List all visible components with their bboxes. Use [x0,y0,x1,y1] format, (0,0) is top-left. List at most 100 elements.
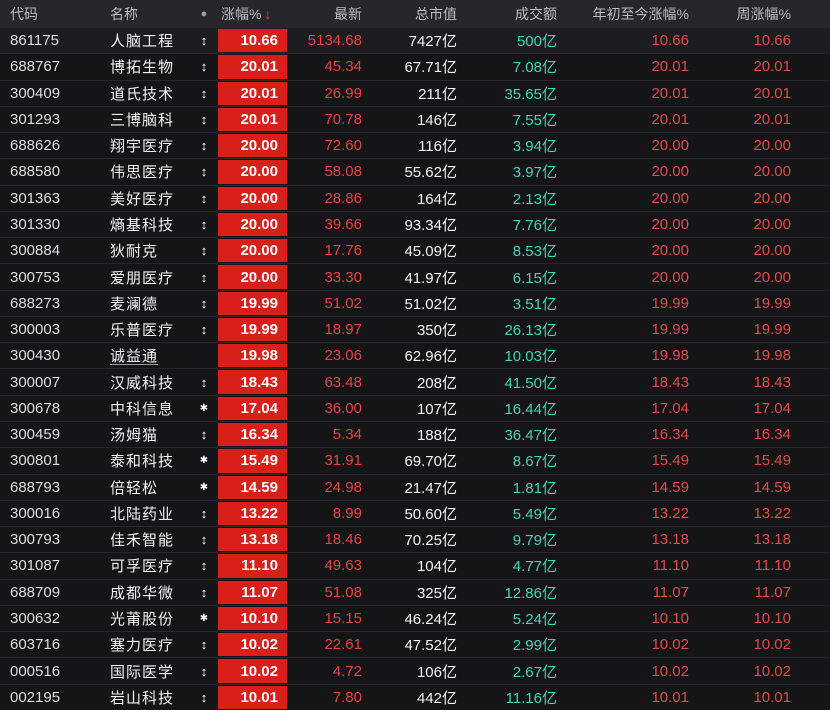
table-row[interactable]: 300753 爱朋医疗 ↕ 20.00 33.30 41.97亿 6.15亿 20.00 20.… [0,263,830,290]
turnover-amount: 5.24亿 [512,610,557,628]
updown-arrow-icon: ↕ [200,190,208,206]
ytd-change: 10.66 [651,32,689,50]
week-change: 10.10 [753,609,791,627]
stock-name-label: 爱朋医疗 [110,269,175,287]
stock-name-label: 塞力医疗 [110,637,175,655]
header-code[interactable]: 代码 [10,5,38,22]
turnover-amount: 500亿 [516,33,557,51]
updown-arrow-icon: ↕ [200,663,208,679]
pct-change-cell: 19.99 [218,291,287,315]
stock-code: 301330 [10,215,61,233]
pct-change-cell: 20.00 [218,134,287,158]
star-marker-icon: ✱ [199,455,209,467]
latest-price: 17.76 [324,242,362,260]
stock-name-label: 狄耐克 [110,243,159,261]
turnover-amount: 10.03亿 [504,348,557,366]
star-marker-icon: ✱ [199,402,209,414]
ytd-change: 13.18 [651,531,689,549]
market-cap: 442亿 [416,689,457,707]
table-row[interactable]: 300678 中科信息 ✱ 17.04 36.00 107亿 16.44亿 17.04 17.0… [0,394,830,421]
table-row[interactable]: 000516 国际医学 ↕ 10.02 4.72 106亿 2.67亿 10.02 10.02 [0,657,830,684]
turnover-amount: 6.15亿 [512,269,557,287]
stock-name-label: 泰和科技 [110,453,175,471]
stock-name: 狄耐克 [105,238,190,263]
latest-price: 39.66 [324,215,362,233]
week-change: 13.18 [753,531,791,549]
market-cap: 146亿 [416,111,457,129]
table-row[interactable]: 861175 人脑工程 ↕ 10.66 5134.68 7427亿 500亿 10.66 10.… [0,27,830,54]
stock-name-label: 麦澜德 [110,295,159,313]
ytd-change: 20.00 [651,215,689,233]
table-row[interactable]: 688580 伟思医疗 ↕ 20.00 58.08 55.62亿 3.97亿 20.00 20.… [0,158,830,185]
header-mcap[interactable]: 总市值 [415,5,457,22]
stock-code: 301087 [10,557,61,575]
table-row[interactable]: 301293 三博脑科 ↕ 20.01 70.78 146亿 7.55亿 20.01 20.01 [0,105,830,133]
market-cap: 211亿 [418,85,457,103]
week-change: 18.43 [753,373,791,391]
pct-change-cell: 10.02 [218,659,287,683]
table-row[interactable]: 300016 北陆药业 ↕ 13.22 8.99 50.60亿 5.49亿 13.22 13.2… [0,499,830,527]
stock-code: 300003 [10,321,61,339]
header-week[interactable]: 周涨幅% [736,5,791,22]
stock-code: 000516 [10,662,61,680]
updown-arrow-icon: ↕ [200,164,208,180]
table-row[interactable]: 300007 汉威科技 ↕ 18.43 63.48 208亿 41.50亿 18.43 18.4… [0,368,830,395]
latest-price: 63.48 [324,373,362,391]
table-row[interactable]: 002195 岩山科技 ↕ 10.01 7.80 442亿 11.16亿 10.01 10.01 [0,683,830,710]
stock-code: 688580 [10,163,61,181]
row-right-filler [794,527,830,552]
market-cap: 208亿 [416,374,457,392]
table-row[interactable]: 603716 塞力医疗 ↕ 10.02 22.61 47.52亿 2.99亿 10.02 10.… [0,631,830,658]
week-change: 19.98 [753,347,791,365]
table-row[interactable]: 688626 翔宇医疗 ↕ 20.00 72.60 116亿 3.94亿 20.00 20.00 [0,132,830,159]
header-marker-dot-icon[interactable]: ● [200,7,208,20]
stock-name-label: 伟思医疗 [110,164,175,182]
stock-name-label: 汤姆猫 [110,427,159,445]
turnover-amount: 41.50亿 [504,374,557,392]
ytd-change: 20.00 [651,268,689,286]
stock-code: 300753 [10,268,61,286]
market-cap: 41.97亿 [404,269,457,287]
table-row[interactable]: 300003 乐普医疗 ↕ 19.99 18.97 350亿 26.13亿 19.99 19.9… [0,315,830,343]
table-row[interactable]: 688793 倍轻松 ✱ 14.59 24.98 21.47亿 1.81亿 14.59 14.5… [0,473,830,500]
week-change: 19.99 [753,294,791,312]
table-row[interactable]: 688273 麦澜德 ↕ 19.99 51.02 51.02亿 3.51亿 19.99 19.9… [0,289,830,316]
market-cap: 188亿 [416,427,457,445]
header-latest[interactable]: 最新 [334,5,362,22]
week-change: 15.49 [753,452,791,470]
sort-desc-arrow-icon: ↓ [264,5,272,22]
stock-name: 倍轻松 [105,475,190,500]
stock-name: 中科信息 [105,396,190,421]
week-change: 20.00 [753,215,791,233]
updown-arrow-icon: ↕ [200,558,208,574]
week-change: 20.01 [753,58,791,76]
row-right-filler [794,186,830,211]
latest-price: 28.86 [324,189,362,207]
turnover-amount: 3.97亿 [512,164,557,182]
header-pct-change[interactable]: 涨幅% ↓ [218,4,287,24]
pct-change-cell: 10.02 [218,633,287,657]
table-row[interactable]: 300632 光莆股份 ✱ 10.10 15.15 46.24亿 5.24亿 10.10 10.… [0,604,830,632]
latest-price: 24.98 [324,478,362,496]
table-row[interactable]: 300459 汤姆猫 ↕ 16.34 5.34 188亿 36.47亿 16.34 16.34 [0,420,830,448]
row-right-filler [794,448,830,473]
table-row[interactable]: 300430 诚益通 19.98 23.06 62.96亿 10.03亿 19.98 19.9… [0,342,830,369]
turnover-amount: 3.94亿 [512,138,557,156]
table-row[interactable]: 688709 成都华微 ↕ 11.07 51.08 325亿 12.86亿 11.07 11.0… [0,578,830,605]
table-row[interactable]: 688767 博拓生物 ↕ 20.01 45.34 67.71亿 7.08亿 20.01 20.… [0,53,830,80]
week-change: 11.10 [754,557,791,575]
pct-change-cell: 13.18 [218,528,287,552]
table-row[interactable]: 301363 美好医疗 ↕ 20.00 28.86 164亿 2.13亿 20.00 20.00 [0,184,830,211]
pct-change-cell: 20.01 [218,107,287,132]
table-row[interactable]: 300884 狄耐克 ↕ 20.00 17.76 45.09亿 8.53亿 20.00 20.0… [0,237,830,264]
table-row[interactable]: 300793 佳禾智能 ↕ 13.18 18.46 70.25亿 9.79亿 13.18 13.… [0,526,830,553]
table-row[interactable]: 300801 泰和科技 ✱ 15.49 31.91 69.70亿 8.67亿 15.49 15.… [0,447,830,474]
stock-name: 爱朋医疗 [105,264,190,289]
table-row[interactable]: 301330 熵基科技 ↕ 20.00 39.66 93.34亿 7.76亿 20.00 20.… [0,210,830,238]
header-turnover[interactable]: 成交额 [515,5,557,22]
table-row[interactable]: 301087 可孚医疗 ↕ 11.10 49.63 104亿 4.77亿 11.10 11.10 [0,552,830,579]
stock-name-label: 熵基科技 [110,216,175,234]
header-name[interactable]: 名称 [110,5,138,22]
table-row[interactable]: 300409 道氏技术 ↕ 20.01 26.99 211亿 35.65亿 20.01 20.0… [0,79,830,106]
header-ytd[interactable]: 年初至今涨幅% [592,5,689,22]
